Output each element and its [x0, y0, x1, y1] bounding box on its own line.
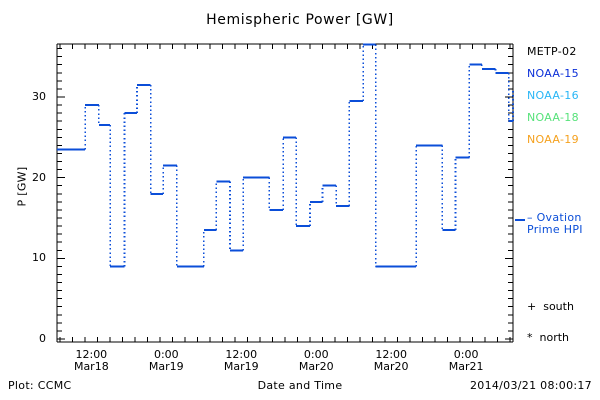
legend-marker-label-north: north — [532, 331, 570, 344]
y-tick-label: 0 — [39, 332, 46, 345]
legend-marker-symbol-south: + — [527, 300, 537, 313]
legend-ovation-line2: Prime HPI — [527, 223, 583, 236]
y-tick-label: 20 — [32, 170, 46, 184]
y-tick-label: 10 — [32, 251, 46, 265]
legend-marker-symbol-north: * — [527, 331, 533, 344]
x-tick-date: Mar20 — [298, 360, 334, 373]
axes-group — [56, 43, 514, 343]
legend-item-noaa-15: NOAA-15 — [527, 67, 579, 80]
timestamp-label: 2014/03/21 08:00:17 — [469, 379, 592, 392]
x-tick-date: Mar20 — [373, 360, 409, 373]
legend-item-noaa-19: NOAA-19 — [527, 133, 579, 146]
x-tick-date: Mar21 — [448, 360, 484, 373]
x-tick-date: Mar18 — [73, 360, 109, 373]
x-tick-time: 12:00 — [75, 348, 108, 361]
y-axis-title: P [GW] — [15, 166, 29, 207]
x-tick-time: 0:00 — [303, 348, 329, 361]
x-tick-label: 12:00 Mar18 — [56, 349, 126, 373]
x-tick-time: 12:00 — [225, 348, 258, 361]
x-tick-time: 0:00 — [153, 348, 179, 361]
x-axis-title: Date and Time — [257, 379, 343, 392]
x-tick-label: 0:00 Mar20 — [281, 349, 351, 373]
x-tick-label: 0:00 Mar21 — [431, 349, 501, 373]
x-tick-label: 12:00 Mar20 — [356, 349, 426, 373]
legend-item-noaa-18: NOAA-18 — [527, 111, 579, 124]
legend-item-metp-02: METP-02 — [527, 45, 577, 58]
y-tick-label: 30 — [32, 90, 46, 103]
legend-item-noaa-16: NOAA-16 — [527, 89, 579, 102]
ovation-legend-dash-icon — [515, 219, 525, 221]
x-tick-label: 0:00 Mar19 — [131, 349, 201, 373]
x-tick-time: 0:00 — [453, 348, 479, 361]
x-tick-label: 12:00 Mar19 — [206, 349, 276, 373]
legend-ovation-line1: – Ovation — [527, 211, 582, 224]
plot-credit: Plot: CCMC — [8, 379, 72, 392]
x-tick-date: Mar19 — [223, 360, 259, 373]
legend-ovation: – Ovation Prime HPI — [527, 212, 583, 236]
legend-marker-north: * north — [527, 331, 569, 344]
x-tick-time: 12:00 — [375, 348, 408, 361]
legend-marker-south: + south — [527, 300, 574, 313]
data-series-group — [57, 43, 514, 268]
page-title: Hemispheric Power [GW] — [206, 12, 394, 28]
legend-marker-label-south: south — [536, 300, 574, 313]
x-tick-date: Mar19 — [148, 360, 184, 373]
